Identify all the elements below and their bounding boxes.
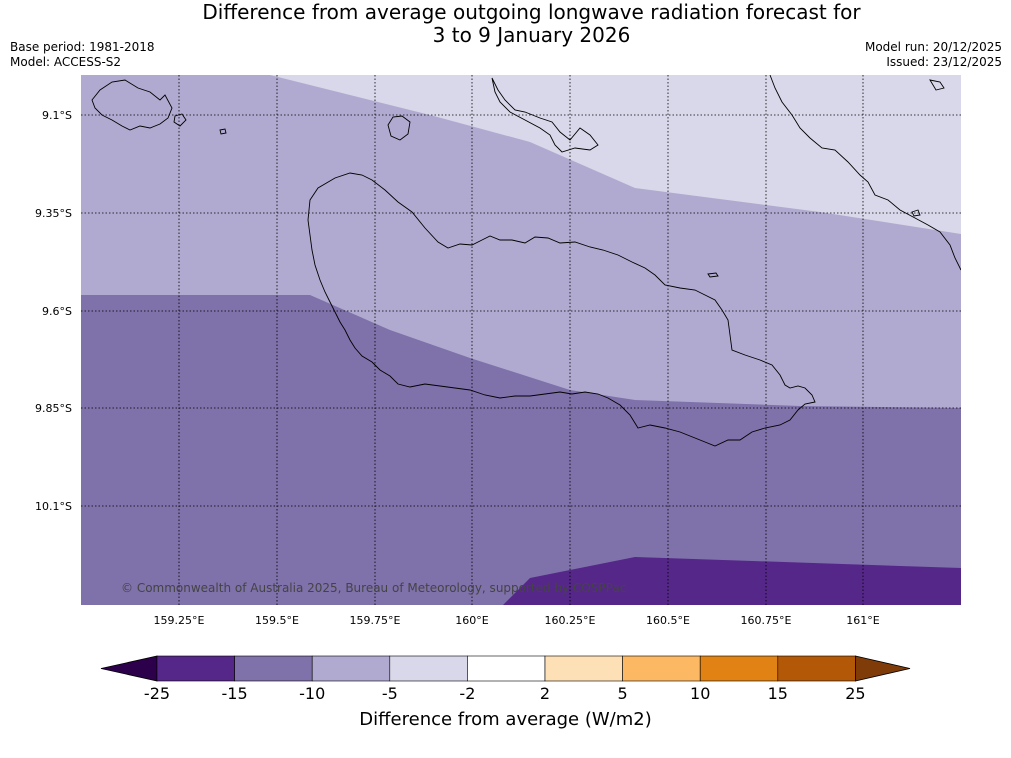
colorbar-segment [467, 655, 546, 682]
colorbar-segment [699, 655, 779, 682]
band-minus-15-to-25 [503, 557, 961, 605]
lon-label: 160.75°E [741, 614, 792, 627]
colorbar-extend-low [100, 655, 158, 682]
coastline-guadalcanal [307, 172, 816, 447]
graticule [81, 75, 961, 605]
colorbar-tick-label: -15 [221, 684, 248, 703]
lat-label: 9.6°S [42, 305, 72, 318]
lat-label: 9.85°S [35, 402, 72, 415]
contour-layer [81, 75, 961, 605]
latitude-labels: 9.1°S 9.35°S 9.6°S 9.85°S 10.1°S [35, 109, 72, 513]
coastline-isabel-west [91, 79, 173, 131]
coastlines [91, 75, 961, 447]
base-period-text: Base period: 1981-2018 [10, 40, 155, 54]
lat-label: 10.1°S [35, 500, 72, 513]
coastline-island-small-4 [219, 128, 227, 135]
forecast-map: © Commonwealth of Australia 2025, Bureau… [35, 75, 961, 682]
coastline-island-small-1 [387, 115, 411, 141]
map-title-line1: Difference from average outgoing longwav… [202, 0, 861, 24]
coastline-island-small-3 [173, 113, 187, 127]
colorbar-segment [311, 655, 391, 682]
colorbar-tick-label: 25 [845, 684, 866, 703]
coastline-island-small-6 [911, 209, 921, 217]
colorbar-segment [234, 655, 313, 682]
coastline-ngella [491, 77, 599, 153]
lon-label: 159.5°E [255, 614, 299, 627]
colorbar-extend-high [855, 655, 911, 682]
colorbar-tick-label: -2 [459, 684, 476, 703]
lon-label: 160.25°E [545, 614, 596, 627]
issued-text: Issued: 23/12/2025 [886, 55, 1002, 69]
lat-label: 9.1°S [42, 109, 72, 122]
coastline-island-small-2 [707, 272, 719, 278]
colorbar-segment [156, 655, 235, 682]
model-text: Model: ACCESS-S2 [10, 55, 122, 69]
longitude-labels: 159.25°E 159.5°E 159.75°E 160°E 160.25°E 160.… [154, 614, 880, 627]
colorbar [100, 655, 911, 682]
colorbar-tick-label: -5 [381, 684, 398, 703]
colorbar-title: Difference from average (W/m2) [359, 709, 652, 730]
coastline-island-small-5 [929, 79, 945, 91]
colorbar-tick-label: -25 [143, 684, 171, 703]
lon-label: 160.5°E [646, 614, 690, 627]
colorbar-tick-label: 15 [767, 684, 788, 703]
colorbar-segment [622, 655, 701, 682]
lat-label: 9.35°S [35, 207, 72, 220]
colorbar-tick-label: -10 [299, 684, 326, 703]
colorbar-segment [777, 655, 856, 682]
colorbar-segment [544, 655, 623, 682]
map-title-line2: 3 to 9 January 2026 [432, 23, 631, 47]
colorbar-tick-label: 10 [690, 684, 711, 703]
copyright-text: © Commonwealth of Australia 2025, Bureau… [121, 581, 626, 595]
colorbar-segment [389, 655, 468, 682]
colorbar-tick-label: 5 [617, 684, 628, 703]
colorbar-tick-label: 2 [539, 684, 551, 703]
lon-label: 160°E [455, 614, 488, 627]
lon-label: 159.25°E [154, 614, 205, 627]
lon-label: 161°E [846, 614, 879, 627]
model-run-text: Model run: 20/12/2025 [864, 40, 1002, 54]
coastline-malaita [769, 75, 961, 271]
lon-label: 159.75°E [350, 614, 401, 627]
